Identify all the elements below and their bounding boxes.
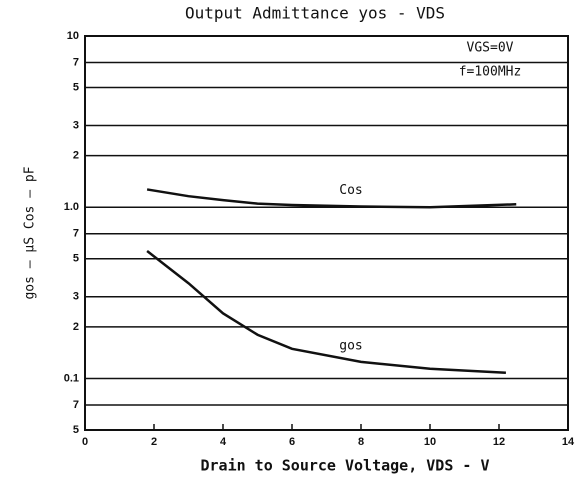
y-tick-label: 7 (73, 399, 79, 411)
y-tick-label: 7 (73, 56, 79, 68)
y-axis-label: gos — μS Cos — pF (23, 166, 38, 299)
x-tick-label: 10 (424, 436, 436, 448)
x-tick-label: 4 (220, 436, 227, 448)
series-label: gos (339, 338, 362, 353)
y-tick-label: 5 (73, 253, 79, 265)
y-tick-label: 2 (73, 321, 79, 333)
x-tick-label: 6 (289, 436, 295, 448)
x-tick-label: 0 (82, 436, 88, 448)
plot-frame (84, 35, 569, 431)
y-tick-label: 0.1 (64, 372, 79, 384)
annotation: f=100MHz (459, 65, 522, 80)
y-tick-label: 10 (67, 30, 79, 42)
y-tick-label: 2 (73, 150, 79, 162)
x-tick-label: 8 (358, 436, 364, 448)
line (146, 188, 517, 209)
y-tick-label: 5 (73, 81, 79, 93)
series-label: Cos (339, 183, 362, 198)
x-tick-label: 14 (562, 436, 575, 448)
x-tick-label: 12 (493, 436, 505, 448)
annotation: VGS=0V (467, 41, 514, 56)
x-tick-label: 2 (151, 436, 157, 448)
y-tick-label: 1.0 (64, 201, 79, 213)
line (146, 250, 506, 374)
y-tick-label: 3 (73, 291, 79, 303)
chart-title: Output Admittance yos - VDS (185, 4, 445, 23)
y-tick-label: 5 (73, 424, 79, 436)
y-tick-label: 3 (73, 119, 79, 131)
x-axis-label: Drain to Source Voltage, VDS - V (201, 457, 490, 475)
y-tick-label: 7 (73, 228, 79, 240)
